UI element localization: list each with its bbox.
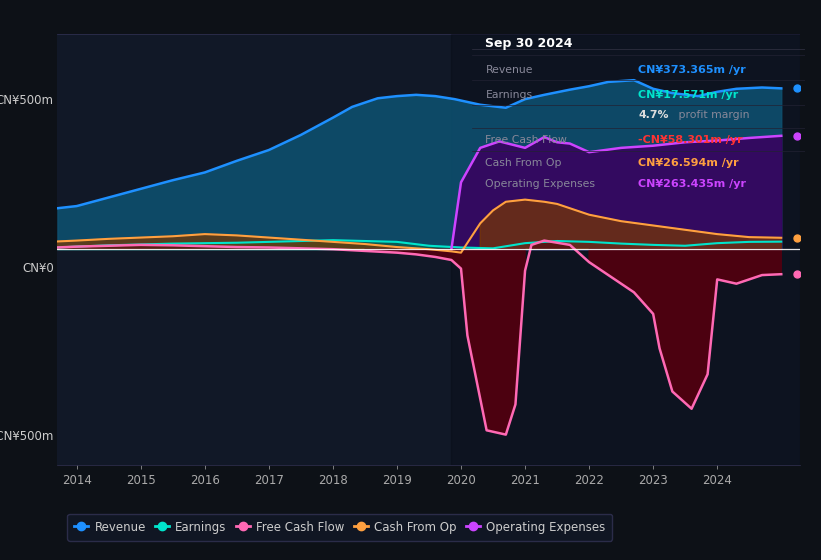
Text: Operating Expenses: Operating Expenses	[485, 179, 595, 189]
Text: -CN¥500m: -CN¥500m	[0, 430, 53, 444]
Text: Earnings: Earnings	[485, 90, 533, 100]
Text: CN¥500m: CN¥500m	[0, 94, 53, 107]
Text: CN¥0: CN¥0	[22, 262, 53, 275]
Text: Free Cash Flow: Free Cash Flow	[485, 135, 567, 144]
Text: profit margin: profit margin	[675, 110, 750, 120]
Text: CN¥373.365m /yr: CN¥373.365m /yr	[639, 66, 746, 75]
Text: Revenue: Revenue	[485, 66, 533, 75]
Text: Sep 30 2024: Sep 30 2024	[485, 38, 573, 50]
Text: CN¥26.594m /yr: CN¥26.594m /yr	[639, 158, 739, 168]
Text: CN¥17.571m /yr: CN¥17.571m /yr	[639, 90, 739, 100]
Bar	[452, 34, 800, 465]
Text: 4.7%: 4.7%	[639, 110, 669, 120]
Legend: Revenue, Earnings, Free Cash Flow, Cash From Op, Operating Expenses: Revenue, Earnings, Free Cash Flow, Cash …	[67, 514, 612, 541]
Text: -CN¥58.301m /yr: -CN¥58.301m /yr	[639, 135, 743, 144]
Text: Cash From Op: Cash From Op	[485, 158, 562, 168]
Text: CN¥263.435m /yr: CN¥263.435m /yr	[639, 179, 746, 189]
